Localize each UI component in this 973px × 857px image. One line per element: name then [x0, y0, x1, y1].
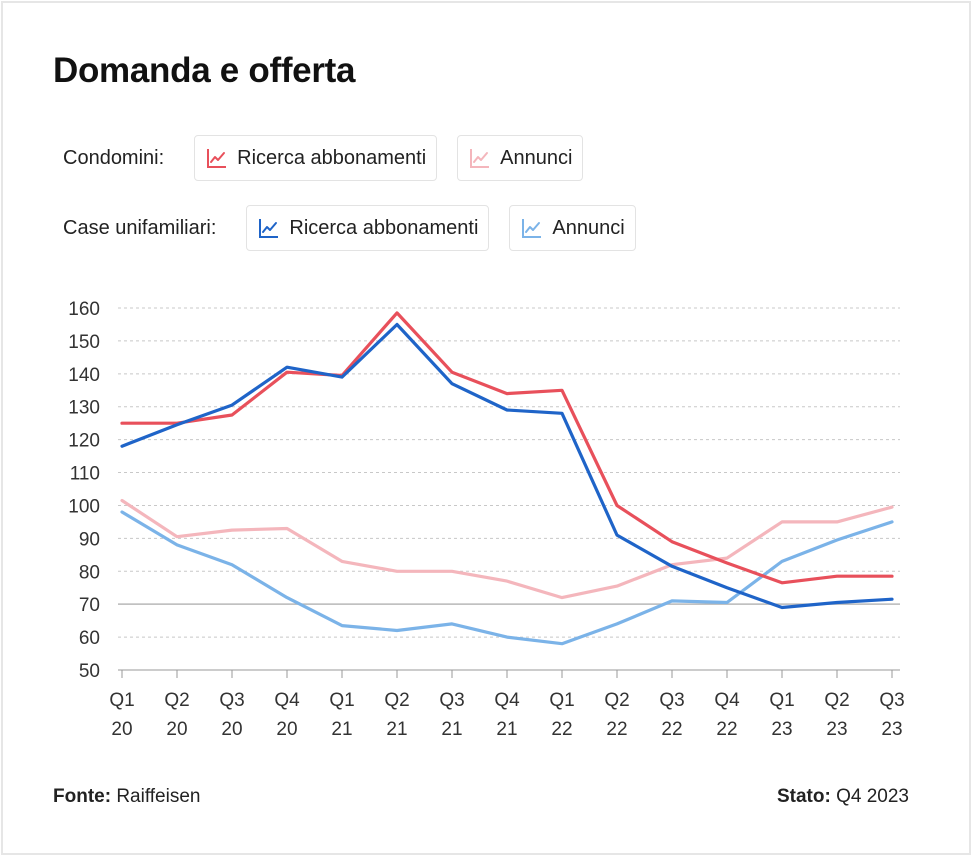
x-tick-label-quarter: Q3: [439, 690, 464, 711]
series-line: [120, 311, 894, 585]
y-tick-label: 90: [79, 529, 100, 550]
x-tick-label-year: 22: [716, 719, 737, 740]
line-chart-icon: [207, 149, 227, 168]
y-tick-label: 140: [68, 365, 100, 386]
y-tick-label: 80: [79, 562, 100, 583]
x-tick-label-year: 20: [221, 719, 242, 740]
line-chart-icon: [522, 219, 542, 238]
y-tick-label: 60: [79, 628, 100, 649]
x-tick-label-quarter: Q3: [879, 690, 904, 711]
x-tick-label-quarter: Q2: [384, 690, 409, 711]
x-tick-label-year: 20: [111, 719, 132, 740]
source-value: Raiffeisen: [116, 786, 201, 807]
series-line: [120, 498, 894, 600]
state-label: Stato:: [776, 786, 831, 807]
state-value: Q4 2023: [836, 786, 909, 807]
x-tick-label-year: 23: [771, 719, 792, 740]
line-chart: 50 60 70 80 90 100 110 120 130 140 150 160 Q1 20 Q2 20 Q…: [68, 299, 904, 740]
y-tick-label: 110: [70, 464, 100, 485]
series-line: [120, 322, 894, 610]
legend-item-label: Annunci: [500, 146, 573, 169]
legend-item-case-ricerca[interactable]: Ricerca abbonamenti: [246, 205, 490, 251]
legend-row-case-unifamiliari: Case unifamiliari: Ricerca abbonamenti A…: [63, 205, 656, 251]
legend-item-label: Ricerca abbonamenti: [237, 146, 427, 169]
y-tick-label: 100: [68, 496, 100, 517]
x-tick-label-year: 21: [386, 719, 407, 740]
state-note: Stato: Q4 2023: [777, 786, 909, 808]
line-chart-icon: [259, 219, 279, 238]
series-line: [120, 510, 894, 646]
y-tick-label: 70: [79, 595, 100, 616]
legend-item-case-annunci[interactable]: Annunci: [509, 205, 636, 251]
x-tick-label-year: 21: [441, 719, 462, 740]
x-tick-label-quarter: Q4: [274, 690, 300, 711]
x-tick-label-quarter: Q2: [164, 690, 189, 711]
y-tick-label: 150: [68, 332, 100, 353]
x-tick-label-quarter: Q3: [659, 690, 684, 711]
x-tick-label-year: 22: [606, 719, 627, 740]
y-tick-label: 160: [68, 299, 100, 320]
legend-group-label-condomini: Condomini:: [63, 146, 165, 169]
legend-item-condomini-ricerca[interactable]: Ricerca abbonamenti: [194, 135, 438, 181]
x-tick-label-quarter: Q2: [824, 690, 849, 711]
x-tick-label-quarter: Q3: [219, 690, 244, 711]
legend-row-condomini: Condomini: Ricerca abbonamenti Annunci: [63, 135, 603, 181]
x-tick-label-year: 22: [551, 719, 572, 740]
legend-item-condomini-annunci[interactable]: Annunci: [457, 135, 584, 181]
x-tick-label-quarter: Q1: [109, 690, 134, 711]
y-tick-label: 130: [68, 398, 100, 419]
source-label: Fonte:: [53, 786, 112, 807]
x-tick-label-quarter: Q2: [604, 690, 629, 711]
x-tick-label-quarter: Q1: [549, 690, 574, 711]
y-tick-label: 50: [79, 661, 100, 682]
x-tick-label-year: 23: [826, 719, 847, 740]
x-tick-label-year: 22: [661, 719, 682, 740]
x-tick-label-quarter: Q1: [769, 690, 794, 711]
x-tick-label-year: 21: [496, 719, 517, 740]
legend-item-label: Annunci: [552, 216, 625, 239]
x-tick-label-year: 20: [276, 719, 297, 740]
legend-group-label-case-unifamiliari: Case unifamiliari:: [63, 216, 217, 239]
legend-item-label: Ricerca abbonamenti: [289, 216, 479, 239]
x-tick-label-quarter: Q1: [329, 690, 354, 711]
x-tick-label-year: 20: [166, 719, 187, 740]
x-tick-label-year: 21: [331, 719, 352, 740]
x-tick-label-quarter: Q4: [714, 690, 740, 711]
source-note: Fonte: Raiffeisen: [53, 786, 200, 808]
line-chart-icon: [470, 149, 490, 168]
y-tick-label: 120: [68, 431, 100, 452]
x-tick-label-quarter: Q4: [494, 690, 520, 711]
x-tick-label-year: 23: [881, 719, 902, 740]
chart-title: Domanda e offerta: [53, 51, 356, 90]
